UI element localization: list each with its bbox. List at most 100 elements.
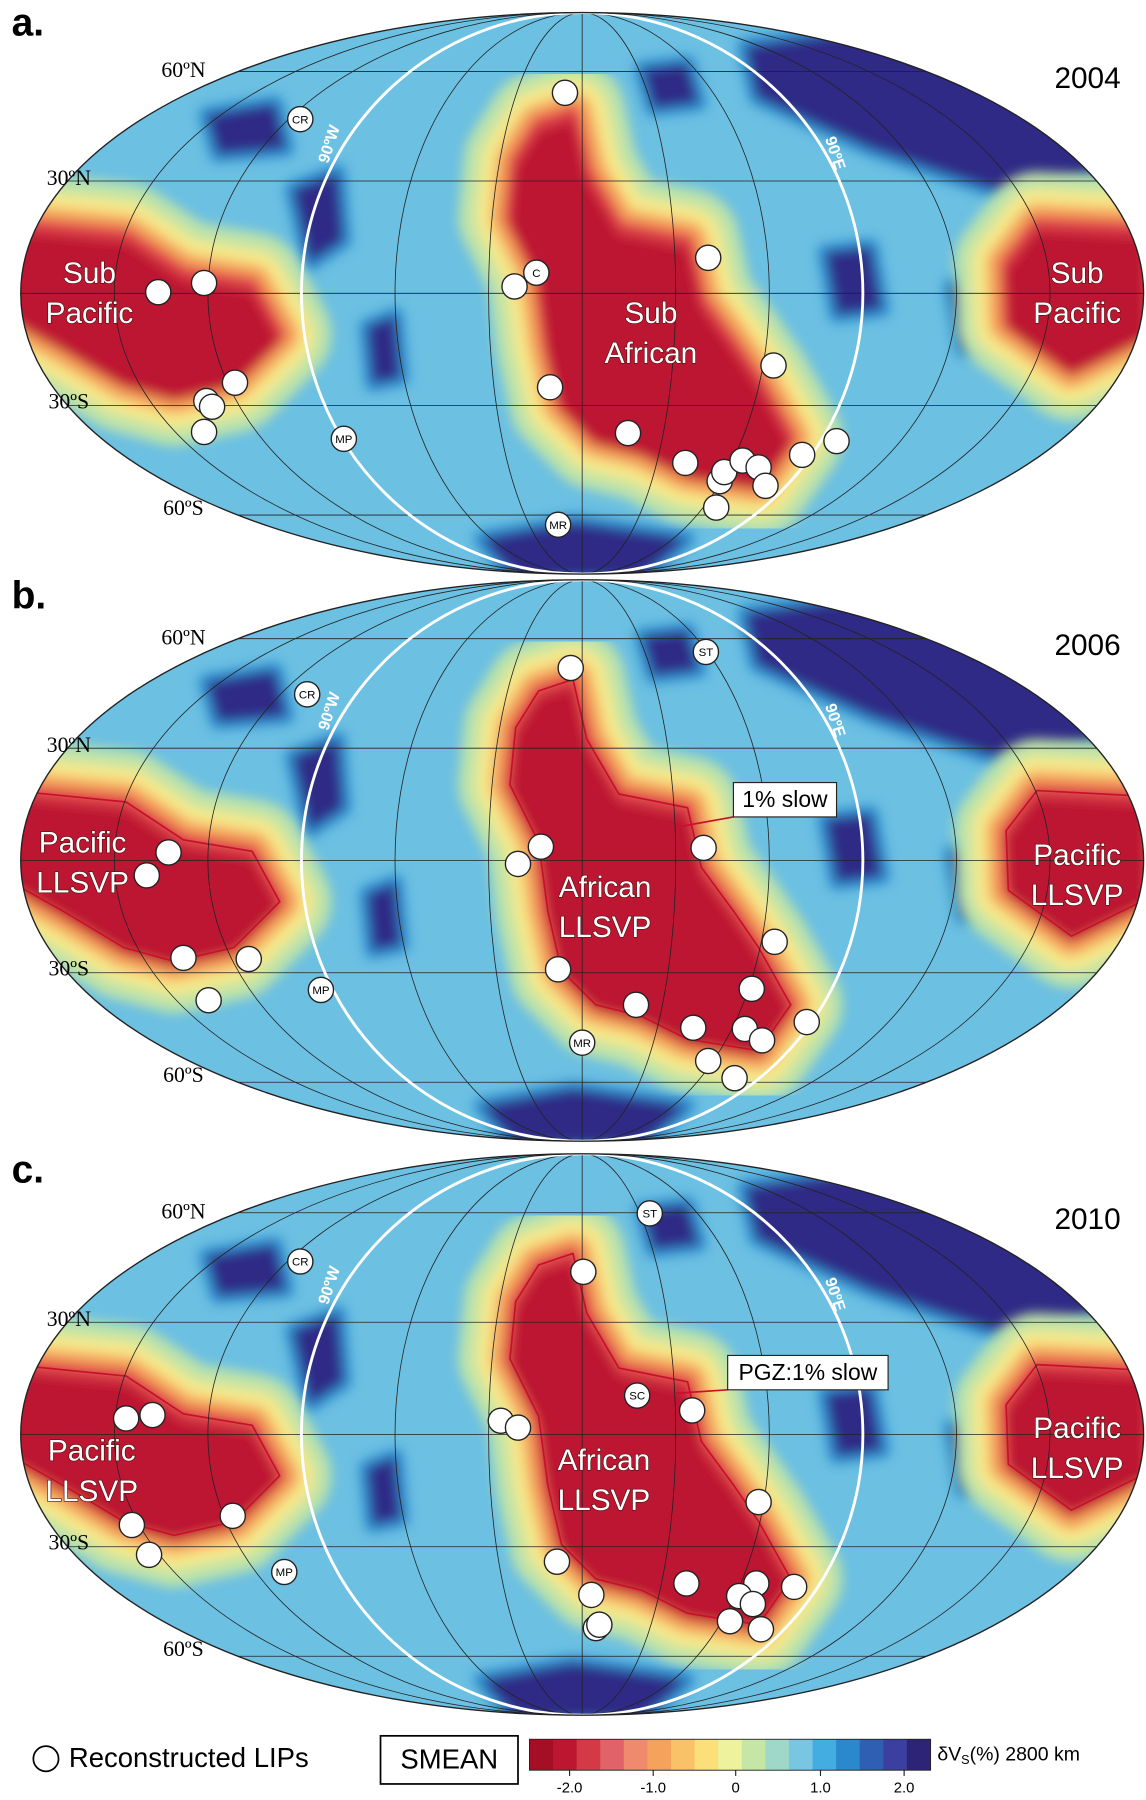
colorbar-swatch (647, 1739, 671, 1770)
colorbar-unit: δVS(%) 2800 km (937, 1743, 1080, 1767)
lip (674, 1571, 699, 1596)
colorbar-tick-label: -1.0 (640, 1780, 666, 1796)
region-label: LLSVP (1031, 1452, 1124, 1485)
lip (220, 1503, 245, 1528)
lip (544, 1549, 569, 1574)
panel-label: a. (12, 1, 44, 44)
colorbar-tick-label: 1.0 (810, 1780, 831, 1796)
region-label: Pacific (39, 826, 127, 859)
lip (236, 946, 261, 971)
site-label: ST (699, 647, 714, 659)
colorbar-swatch (907, 1739, 931, 1770)
region-label: African (558, 1444, 651, 1477)
region-label: Pacific (1033, 839, 1121, 872)
figure: Reconstructed LIPs SMEAN -2.0-1.001.02.0… (0, 0, 1146, 1800)
lip (673, 450, 698, 475)
region-label: Pacific (1033, 1412, 1121, 1445)
lip (790, 442, 815, 467)
colorbar-swatch (789, 1739, 813, 1770)
lip (824, 429, 849, 454)
lip (782, 1574, 807, 1599)
lip (191, 419, 216, 444)
latitude-label: 30ºS (49, 389, 90, 413)
colorbar-swatch (577, 1739, 601, 1770)
site-label: MP (335, 434, 353, 446)
lip (502, 274, 527, 299)
lip (696, 1048, 721, 1073)
lip (587, 1612, 612, 1637)
lip (537, 375, 562, 400)
lip (146, 280, 171, 305)
region-label: Sub (63, 257, 116, 290)
lip (762, 929, 787, 954)
model-name: SMEAN (400, 1743, 498, 1774)
lip (746, 1489, 771, 1514)
latitude-label: 60ºS (163, 1637, 204, 1661)
lip (222, 370, 247, 395)
site-label: MR (549, 520, 567, 532)
colorbar-swatch (718, 1739, 742, 1770)
lip (740, 1591, 765, 1616)
lip (761, 353, 786, 378)
panel-label: b. (12, 574, 47, 617)
latitude-label: 60ºN (161, 58, 205, 82)
lip-symbol (33, 1746, 58, 1771)
lip (717, 1609, 742, 1634)
lip (199, 394, 224, 419)
colorbar-swatch (553, 1739, 577, 1770)
lip (119, 1512, 144, 1537)
colorbar-swatch (836, 1739, 860, 1770)
lip (136, 1542, 161, 1567)
region-label: Pacific (1033, 297, 1121, 330)
colorbar-swatch (883, 1739, 907, 1770)
latitude-label: 30ºN (47, 166, 91, 190)
unit-symbol: δV (937, 1743, 961, 1765)
latitude-label: 60ºS (163, 496, 204, 520)
region-label: LLSVP (559, 911, 652, 944)
site-label: SC (629, 1391, 645, 1403)
legend-lips: Reconstructed LIPs (69, 1742, 309, 1773)
colorbar-swatch (695, 1739, 719, 1770)
region-label: Sub (1051, 257, 1104, 290)
region-label: Pacific (46, 297, 134, 330)
site-label: MR (573, 1038, 591, 1050)
region-label: Pacific (48, 1435, 136, 1468)
lip (579, 1582, 604, 1607)
lip (552, 80, 577, 105)
region-label: LLSVP (558, 1484, 651, 1517)
lip (134, 863, 159, 888)
region-label: African (559, 871, 652, 904)
latitude-label: 60ºN (161, 1199, 205, 1223)
latitude-label: 30ºN (47, 1307, 91, 1331)
colorbar-swatch (765, 1739, 789, 1770)
colorbar-tick-label: -2.0 (557, 1780, 583, 1796)
lip (680, 1398, 705, 1423)
region-label: LLSVP (36, 866, 129, 899)
lip (505, 851, 530, 876)
site-label: MP (312, 985, 330, 997)
region-label: LLSVP (45, 1475, 138, 1508)
lip (691, 835, 716, 860)
lip (749, 1028, 774, 1053)
colorbar-tick-label: 2.0 (894, 1780, 915, 1796)
callout-text: PGZ:1% slow (739, 1359, 878, 1385)
lip (623, 992, 648, 1017)
panel-year: 2004 (1054, 62, 1120, 95)
lip (546, 957, 571, 982)
colorbar-swatch (860, 1739, 884, 1770)
lip (615, 420, 640, 445)
panel-year: 2006 (1054, 629, 1120, 662)
lip (696, 245, 721, 270)
site-label: CR (292, 114, 309, 126)
lip (681, 1015, 706, 1040)
lip (753, 473, 778, 498)
lip (748, 1617, 773, 1642)
lip (191, 270, 216, 295)
region-label: Sub (624, 297, 677, 330)
lip (505, 1415, 530, 1440)
colorbar: -2.0-1.001.02.0 (529, 1739, 931, 1796)
region-label: African (605, 337, 698, 370)
